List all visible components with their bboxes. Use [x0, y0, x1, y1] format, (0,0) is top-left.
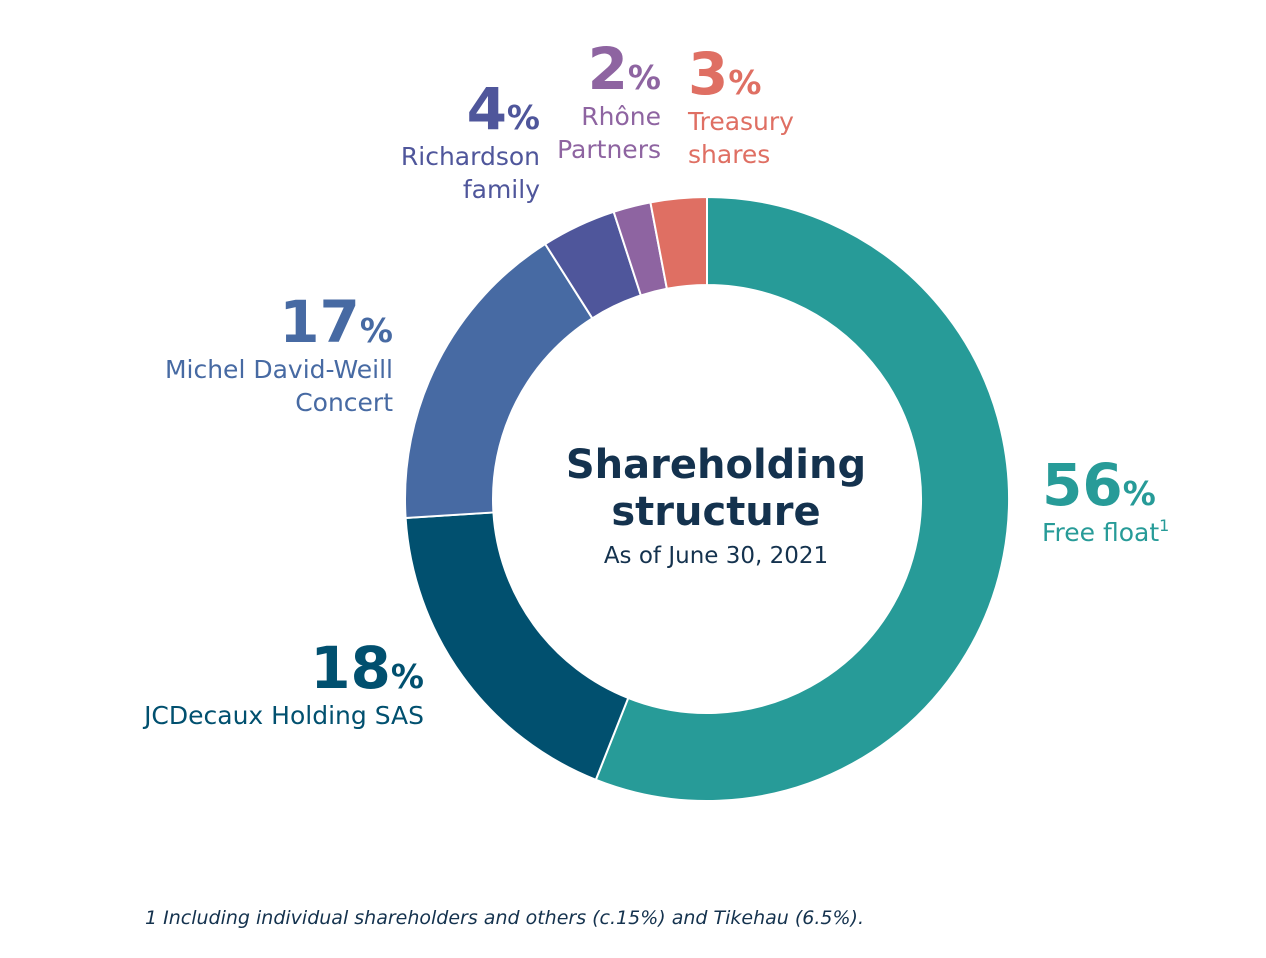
donut-slice — [404, 242, 594, 520]
slice-label: shares — [688, 140, 770, 169]
chart-title: Shareholding structure — [566, 442, 866, 535]
donut-slice — [404, 511, 630, 782]
slice-label: Treasury — [687, 107, 794, 136]
donut-slices — [404, 195, 1011, 802]
slice-label: Michel David-Weill — [165, 355, 393, 384]
donut-slice — [594, 195, 1011, 802]
slice-label: Rhône — [581, 102, 661, 131]
slice-label: Richardson — [401, 142, 540, 171]
slice-percentage: 17% — [279, 288, 393, 356]
slice-percentage: 2% — [588, 35, 661, 103]
slice-labels: 56%Free float1 18%JCDecaux Holding SAS 17%… — [142, 35, 1169, 730]
donut-slice — [649, 195, 708, 290]
slice-percentage: 3% — [688, 40, 761, 108]
chart-subtitle: As of June 30, 2021 — [604, 543, 828, 569]
slice-percentage: 18% — [310, 634, 424, 702]
slice-label: JCDecaux Holding SAS — [142, 701, 424, 730]
slice-label: Free float1 — [1042, 516, 1169, 547]
footnote: 1 Including individual shareholders and … — [145, 907, 864, 929]
slice-label: Partners — [557, 135, 661, 164]
slice-label: family — [463, 175, 540, 204]
slice-label: Concert — [295, 388, 393, 417]
slice-percentage: 4% — [467, 75, 540, 143]
slice-percentage: 56% — [1042, 451, 1156, 519]
donut-center: Shareholding structure As of June 30, 202… — [566, 442, 866, 569]
